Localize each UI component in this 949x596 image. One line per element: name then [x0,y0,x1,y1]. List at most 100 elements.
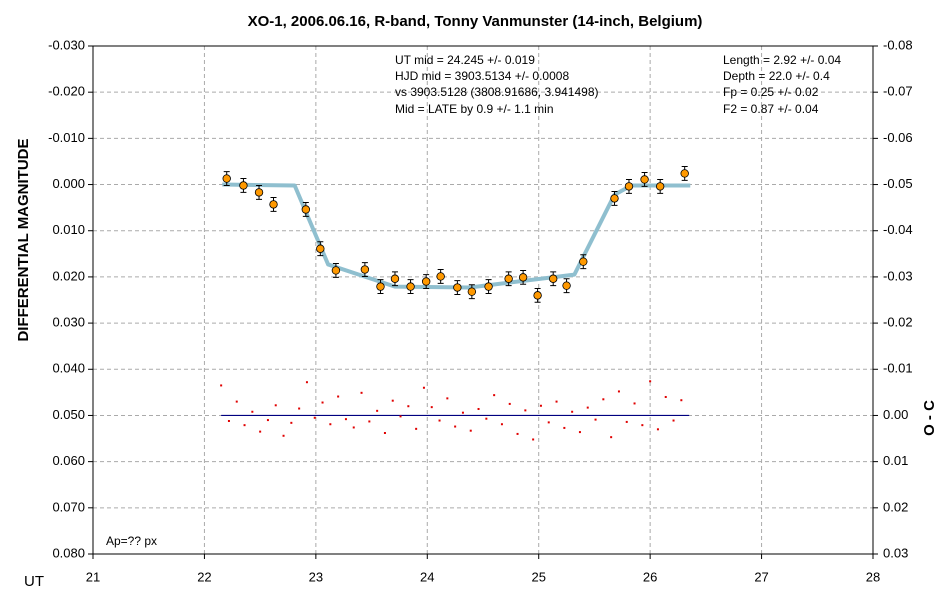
y2-tick-label: 0.00 [883,407,908,422]
data-point [222,174,231,183]
y-tick-label: 0.050 [52,407,85,422]
x-tick-label: 22 [197,569,211,584]
y2-tick-label: -0.06 [883,130,913,145]
residual-point [485,417,488,420]
y-tick-label: 0.040 [52,361,85,376]
annotation: Fp = 0.25 +/- 0.02 [723,85,819,99]
residual-point [368,420,371,423]
residual-point [454,425,457,428]
data-point [610,194,619,203]
data-point [533,291,542,300]
data-point [269,200,278,209]
data-point [436,272,445,281]
y-tick-label: -0.030 [48,37,85,52]
residual-point [680,399,683,402]
chart-title: XO-1, 2006.06.16, R-band, Tonny Vanmunst… [248,13,703,30]
y-tick-label: -0.010 [48,130,85,145]
data-point [360,265,370,274]
annotation: F2 = 0.87 +/- 0.04 [723,102,819,116]
residual-point [243,424,246,427]
x-tick-label: 23 [309,569,323,584]
residual-point [391,399,394,402]
x-tick-label: 28 [866,569,880,584]
data-point [504,274,513,283]
residual-point [422,386,425,389]
residual-point [446,397,449,400]
residual-point [500,423,503,426]
residual-point [376,409,379,412]
residual-point [220,384,223,387]
data-point [421,277,431,286]
x-tick-label: 27 [754,569,768,584]
residual-point [399,415,402,418]
annotation: Length = 2.92 +/- 0.04 [723,53,841,67]
data-point [331,266,341,275]
residual-point [477,407,480,410]
residual-point [649,380,652,383]
residual-point [360,391,363,394]
y2-tick-label: -0.03 [883,268,913,283]
y-tick-label: 0.020 [52,268,85,283]
annotation: HJD mid = 3903.5134 +/- 0.0008 [395,69,569,83]
residual-point [329,423,332,426]
y2-tick-label: -0.02 [883,315,913,330]
data-point [406,282,415,291]
data-point [655,182,665,191]
data-point [640,175,649,184]
residual-point [469,429,472,432]
data-point [254,188,264,197]
y2-tick-label: -0.04 [883,222,913,237]
annotation: vs 3903.5128 (3808.91686, 3.941498) [395,85,599,99]
data-point [301,205,311,214]
y2-tick-label: -0.05 [883,176,913,191]
data-point [579,257,588,266]
residual-point [461,411,464,414]
annotation: Depth = 22.0 +/- 0.4 [723,69,830,83]
residual-point [594,418,597,421]
data-point [624,182,634,191]
data-point [390,274,400,283]
residual-point [344,418,347,421]
y-tick-label: 0.010 [52,222,85,237]
residual-point [407,405,410,408]
residual-point [656,428,659,431]
residual-point [493,394,496,397]
residual-point [282,434,285,437]
plot-frame [92,45,874,555]
y2-tick-label: -0.07 [883,84,913,99]
residual-point [415,427,418,430]
residual-point [610,436,613,439]
residual-point [539,404,542,407]
residual-point [524,409,527,412]
residual-point [305,381,308,384]
residual-point [274,404,277,407]
data-point [376,282,385,291]
residual-point [586,406,589,409]
y2-tick-label: 0.02 [883,499,908,514]
residual-point [383,432,386,435]
data-point [484,282,493,291]
residual-point [633,402,636,405]
residual-point [563,426,566,429]
y-tick-label: 0.080 [52,545,85,560]
residual-point [313,416,316,419]
x-tick-label: 26 [643,569,657,584]
residual-point [251,410,254,413]
residual-point [532,438,535,441]
y-axis-label: DIFFERENTIAL MAGNITUDE [15,138,32,341]
y2-tick-label: 0.03 [883,545,908,560]
data-point [549,274,558,283]
data-point [239,181,248,190]
y-tick-label: 0.030 [52,315,85,330]
x-tick-label: 25 [531,569,545,584]
y-tick-label: 0.070 [52,499,85,514]
data-point [518,273,528,282]
residual-point [641,424,644,427]
residual-point [617,390,620,393]
residual-point [321,401,324,404]
y2-tick-label: -0.08 [883,37,913,52]
data-point [467,287,477,296]
residual-point [259,430,262,433]
residual-point [664,395,667,398]
